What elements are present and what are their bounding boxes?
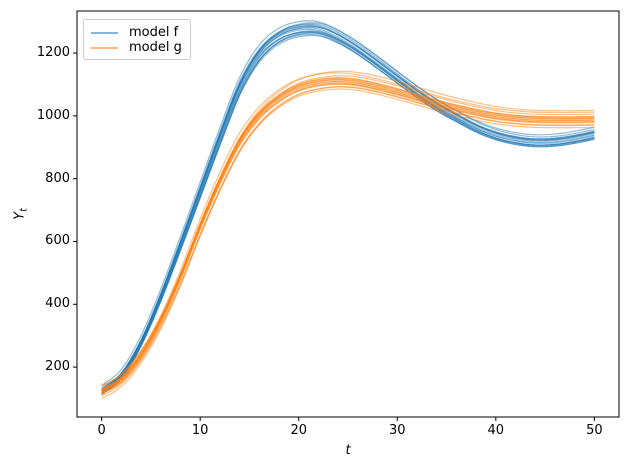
ensemble-line: [101, 86, 595, 395]
y-tick-label: 400: [45, 296, 70, 312]
x-tick-label: 10: [191, 423, 209, 438]
y-tick-label: 1200: [36, 45, 70, 61]
ensemble-line: [101, 80, 595, 393]
ensemble-line: [101, 26, 595, 390]
ensemble-line: [101, 70, 595, 387]
legend: model f model g: [83, 19, 191, 60]
x-tick-label: 0: [97, 423, 106, 438]
ensemble-line: [101, 78, 595, 391]
ensemble-line: [101, 30, 595, 396]
legend-entry-model-f: model f: [91, 25, 182, 40]
ensemble-line: [101, 22, 595, 389]
x-axis-label: t: [345, 443, 351, 458]
series-lines-model-f: [101, 20, 595, 396]
legend-label-model-g: model g: [129, 40, 182, 55]
ensemble-line: [101, 82, 595, 395]
legend-line-sample-model-g: [91, 46, 118, 49]
x-tick-label: 40: [487, 423, 505, 438]
ensemble-line: [101, 83, 595, 395]
x-tick-label: 30: [388, 423, 406, 438]
y-tick-label: 200: [45, 359, 70, 375]
ensemble-line: [101, 80, 595, 394]
ensemble-line: [101, 30, 595, 392]
y-axis-label-base: Y: [12, 211, 28, 220]
ensemble-line: [101, 88, 595, 400]
plot-border: [76, 10, 620, 418]
y-tick-label: 600: [45, 233, 70, 249]
y-tick-label: 800: [45, 170, 70, 186]
ensemble-line: [101, 72, 595, 390]
ensemble-line: [101, 33, 595, 395]
legend-line-sample-model-f: [91, 31, 118, 34]
ensemble-line: [101, 25, 595, 391]
y-tick-label: 1000: [36, 107, 70, 123]
y-axis-label-subscript: t: [18, 208, 30, 212]
legend-entry-model-g: model g: [91, 40, 182, 55]
series-lines-model-g: [101, 70, 595, 400]
x-tick-label: 50: [586, 423, 603, 438]
ensemble-line: [101, 83, 595, 390]
ensemble-line: [101, 77, 595, 391]
legend-label-model-f: model f: [129, 25, 179, 40]
x-tick-label: 20: [290, 423, 307, 438]
y-axis-label: Yt: [13, 208, 30, 220]
ensemble-line: [101, 86, 595, 397]
